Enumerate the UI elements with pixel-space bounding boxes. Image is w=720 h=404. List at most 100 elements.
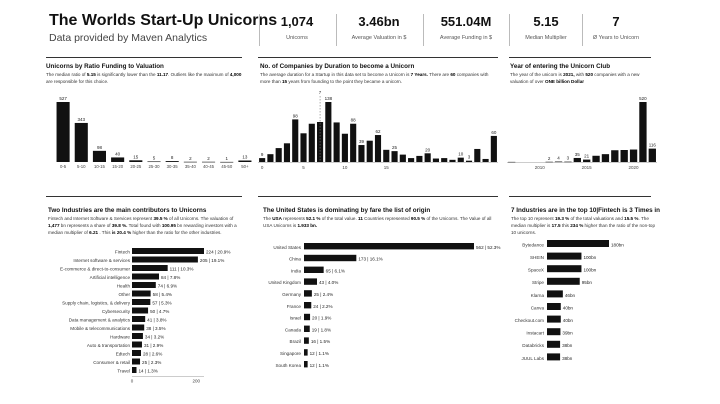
duration-bar <box>490 135 497 162</box>
ratio-value-label: 1 <box>225 156 228 161</box>
duration-value-label: 138 <box>325 96 333 101</box>
kpi-avg-valuation: 3.46bn Average Valuation in $ <box>338 14 420 41</box>
countries-category-label: Brazil <box>290 339 302 344</box>
industries-value-label: 111 | 10.3% <box>170 266 194 271</box>
description-text: The year of the unicorn is <box>510 72 564 77</box>
year-bar <box>648 148 656 162</box>
top10-category-label: SpaceX <box>528 268 544 273</box>
industries-category-label: Edtech <box>116 351 131 356</box>
ratio-bar <box>183 161 197 163</box>
description-highlight: 15.5 % <box>624 216 639 221</box>
ratio-bar <box>92 150 106 162</box>
description-highlight: 234 % <box>570 223 584 228</box>
industries-category-label: Internet software & services <box>73 258 130 263</box>
industries-category-label: Data management & analytics <box>69 317 131 322</box>
description-highlight: 52.1 % <box>306 216 321 221</box>
industries-value-label: 50 | 4.7% <box>150 309 169 314</box>
ratio-tick-label: 10-15 <box>94 164 106 169</box>
kpi-years-to-unicorn: 7 Ø Years to Unicorn <box>584 14 648 41</box>
description-text: The average duration for a Startup in th… <box>260 72 411 77</box>
duration-value-label: 60 <box>491 130 497 135</box>
section-divider <box>258 196 498 197</box>
kpi-value: 551.04M <box>440 14 492 29</box>
description-text: bn rewarding investors with a median mul… <box>48 223 237 235</box>
countries-value-label: 65 | 6.1% <box>326 268 345 273</box>
section-divider <box>46 57 242 58</box>
industries-bar <box>132 324 145 331</box>
year-panel-description: The year of the unicorn is 2021, with 52… <box>510 71 656 85</box>
ratio-panel-description: The median ratio of 5.15 is significantl… <box>46 71 246 85</box>
ratio-tick-label: 20-25 <box>130 164 142 169</box>
kpi-divider <box>336 14 337 46</box>
duration-bar <box>432 158 439 162</box>
duration-bar <box>383 149 390 162</box>
description-text: . Outliers like the maximum of <box>168 72 230 77</box>
countries-bar <box>304 266 324 273</box>
ratio-panel-title: Unicorns by Ratio Funding to Valuation <box>46 63 164 70</box>
section-divider <box>46 196 242 197</box>
top10-category-label: JUUL Labs <box>521 356 544 361</box>
industries-bar <box>132 350 141 356</box>
industries-bar <box>132 299 151 305</box>
description-highlight: 4,000 <box>229 72 242 77</box>
description-text: higher than the ratio of the non-top 10 … <box>511 223 656 235</box>
year-bar <box>601 154 610 162</box>
top10-bar <box>547 340 561 348</box>
description-highlight: 2021, <box>563 72 575 77</box>
industries-bar <box>132 265 168 271</box>
top10-value-label: 39bn <box>562 331 573 336</box>
ratio-tick-label: 15-20 <box>112 164 124 169</box>
description-highlight: 17.5 <box>551 223 561 228</box>
top10-category-label: Instacart <box>526 331 544 336</box>
year-tick-label: 2015 <box>582 165 593 170</box>
description-highlight: 1,477 <box>48 223 60 228</box>
top10-panel-description: The top 10 represent 19.3 % of the total… <box>511 215 656 236</box>
industries-value-label: 84 | 7.8% <box>161 275 180 280</box>
ratio-tick-label: 5-10 <box>77 164 86 169</box>
ratio-bar <box>202 161 216 163</box>
ratio-tick-label: 40-45 <box>203 164 215 169</box>
description-highlight: 1.933 bn. <box>297 223 318 228</box>
industries-category-label: Consumer & retail <box>93 360 130 365</box>
section-divider <box>509 196 651 197</box>
top10-category-label: Stripe <box>532 280 544 285</box>
duration-bar <box>374 135 382 162</box>
kpi-label: Ø Years to Unicorn <box>592 35 640 41</box>
countries-value-label: 12 | 1.1% <box>310 363 329 368</box>
industries-value-label: 205 | 19.1% <box>200 258 224 263</box>
duration-panel-description: The average duration for a Startup in th… <box>260 71 498 85</box>
industries-category-label: Auto & transportation <box>87 343 131 348</box>
top10-bar <box>547 252 582 260</box>
year-bar <box>629 149 638 162</box>
description-highlight: 6.21 <box>89 230 99 235</box>
ratio-bar <box>147 161 161 163</box>
duration-bar <box>424 153 431 162</box>
top10-bar <box>547 303 561 310</box>
top10-category-label: Klarna <box>531 293 545 298</box>
kpi-divider <box>509 14 510 46</box>
year-tick-label: 2010 <box>535 165 546 170</box>
year-value-label: 3 <box>567 156 570 161</box>
duration-value-label: 39 <box>359 139 365 144</box>
countries-value-label: 16 | 1.5% <box>311 339 330 344</box>
countries-bar <box>304 254 357 262</box>
kpi-label: Unicorns <box>286 35 308 41</box>
year-bar <box>508 161 516 163</box>
countries-panel-title: The United States is dominating by fare … <box>263 207 431 214</box>
year-bar <box>620 150 628 162</box>
description-text: companies with more than <box>260 72 489 84</box>
countries-bar <box>304 243 474 250</box>
duration-value-label: 9 <box>261 152 264 157</box>
duration-chart: 9 98 138 88 39 62 25 20 10 3 60 0 5 10 15 7 <box>258 90 498 170</box>
duration-bar <box>350 123 357 162</box>
kpi-value: 1,074 <box>280 14 314 29</box>
countries-bar <box>304 325 310 332</box>
page-subtitle: Data provided by Maven Analytics <box>49 32 208 44</box>
description-text: Fintech and Internet Software & Services… <box>48 216 154 221</box>
description-highlight: 11.17 <box>156 72 169 77</box>
ratio-value-label: 13 <box>242 155 248 160</box>
description-text: . This <box>98 230 112 235</box>
top10-value-label: 40bn <box>563 318 574 323</box>
description-text: Countries represented <box>362 216 411 221</box>
description-text: Total found with <box>127 223 162 228</box>
